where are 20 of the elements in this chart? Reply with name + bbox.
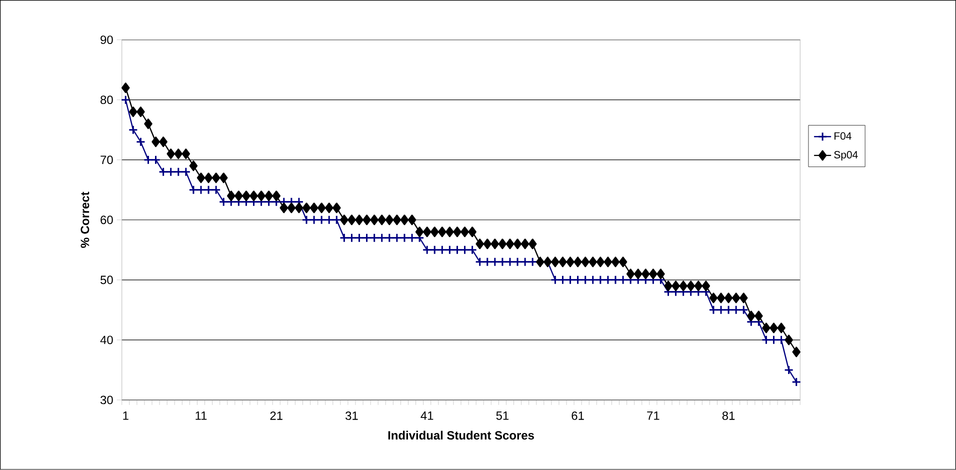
x-tick-label: 11 — [196, 412, 207, 420]
y-tick-label: 80 — [100, 96, 113, 104]
x-axis-title: Individual Student Scores — [388, 430, 534, 440]
x-tick-label: 71 — [647, 412, 660, 420]
y-tick-label: 60 — [100, 216, 113, 224]
x-tick-label: 21 — [270, 412, 282, 420]
y-tick-label: 30 — [100, 396, 113, 404]
legend-label: Sp04 — [834, 151, 858, 161]
x-tick-label: 61 — [572, 412, 584, 420]
x-tick-label: 41 — [420, 412, 434, 420]
x-tick-label: 81 — [722, 412, 735, 420]
x-tick-label: 1 — [123, 412, 128, 420]
legend-label: F04 — [834, 132, 852, 140]
y-tick-label: 90 — [100, 36, 113, 44]
y-tick-label: 70 — [100, 156, 113, 164]
y-axis-title: % Correct — [80, 192, 90, 248]
x-tick-label: 51 — [496, 412, 509, 420]
y-tick-label: 50 — [100, 276, 113, 284]
x-tick-label: 31 — [346, 412, 358, 420]
y-tick-label: 40 — [100, 336, 113, 344]
